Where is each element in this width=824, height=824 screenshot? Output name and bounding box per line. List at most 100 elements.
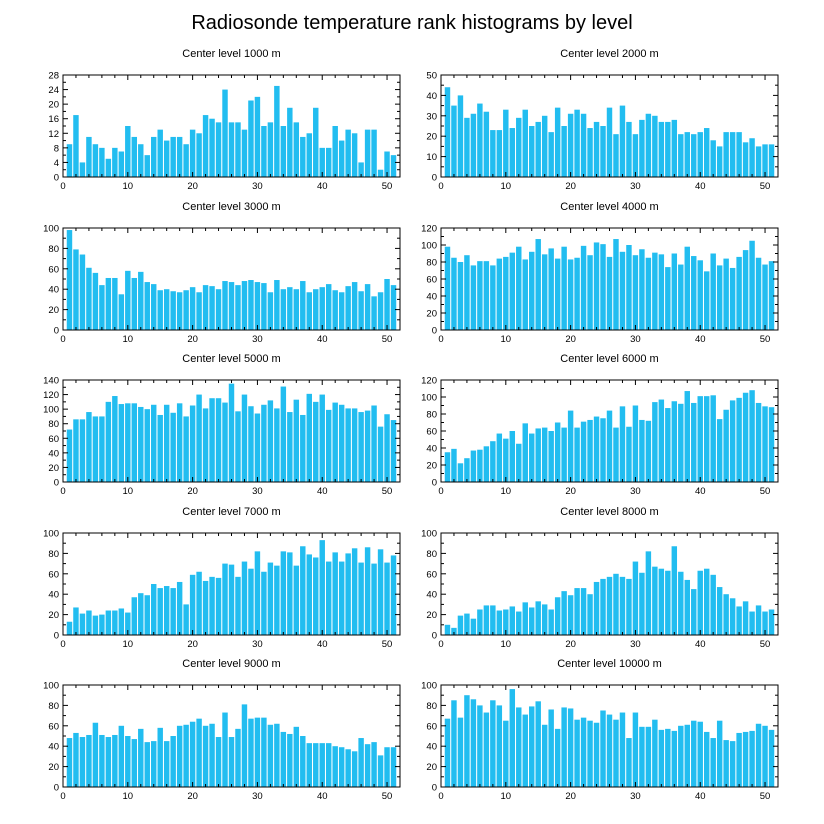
histogram-bar: [490, 265, 496, 330]
histogram-bar: [606, 576, 613, 635]
histogram-bar: [92, 416, 99, 482]
panel-title: Center level 8000 m: [560, 506, 658, 518]
panel-4: Center level 5000 m 0 10 20 30 40 50 0 20 40 60 80 1…: [43, 353, 401, 497]
histogram-bar: [567, 113, 574, 177]
histogram-bar: [306, 554, 312, 635]
histogram-bar: [209, 576, 215, 635]
y-tick-label: 20: [48, 305, 59, 316]
histogram-bar: [189, 287, 196, 330]
panel-9: Center level 10000 m 0 10 20 30 40 50 0 20 40 60 80…: [421, 658, 779, 802]
histogram-bar: [541, 724, 548, 787]
histogram-bar: [267, 400, 274, 482]
histogram-bar: [665, 728, 671, 787]
histogram-bar: [762, 264, 768, 330]
histogram-bar: [215, 398, 222, 482]
histogram-bar: [580, 588, 587, 635]
histogram-bar: [749, 240, 755, 330]
histogram-bar: [697, 396, 703, 482]
histogram-bar: [131, 136, 138, 177]
histogram-bar: [684, 724, 690, 787]
y-tick-label: 0: [432, 173, 437, 184]
histogram-bar: [684, 579, 690, 635]
histogram-bar: [358, 291, 364, 330]
histogram-bar: [144, 282, 150, 330]
histogram-bar: [293, 122, 300, 177]
histogram-bar: [144, 595, 150, 635]
x-tick-label: 40: [695, 181, 706, 192]
histogram-bar: [477, 609, 483, 635]
histogram-bar: [444, 452, 451, 482]
histogram-bar: [79, 254, 86, 330]
y-tick-label: 0: [432, 783, 437, 794]
histogram-bar: [671, 119, 678, 177]
histogram-bar: [371, 405, 377, 482]
x-tick-label: 30: [630, 639, 641, 650]
histogram-bar: [377, 426, 384, 482]
histogram-bar: [691, 589, 697, 635]
panel-title: Center level 7000 m: [182, 506, 280, 518]
histogram-bar: [73, 607, 79, 635]
histogram-bar: [267, 724, 274, 787]
panel-title: Center level 3000 m: [182, 201, 280, 213]
histogram-bar: [464, 117, 470, 177]
histogram-bar: [66, 144, 73, 177]
histogram-bar: [457, 262, 464, 330]
x-tick-label: 30: [252, 181, 263, 192]
panel-5: Center level 6000 m 0 10 20 30 40 50 0 20 40 60 80 1…: [421, 353, 779, 497]
y-tick-label: 100: [421, 393, 437, 404]
histogram-bar: [626, 245, 632, 330]
histogram-bar: [248, 100, 254, 177]
histogram-bar: [691, 256, 697, 330]
histogram-bar: [483, 446, 490, 482]
histogram-bar: [645, 257, 652, 330]
histogram-bar: [351, 548, 358, 635]
x-tick-label: 20: [565, 486, 576, 497]
histogram-bar: [580, 421, 587, 482]
histogram-bar: [535, 701, 541, 787]
histogram-bar: [509, 606, 516, 635]
y-tick-label: 60: [426, 275, 437, 286]
histogram-bar: [157, 727, 163, 787]
histogram-bar: [645, 551, 652, 635]
histogram-bar: [209, 118, 215, 177]
histogram-bar: [483, 261, 490, 330]
histogram-bar: [66, 429, 73, 482]
histogram-bar: [613, 134, 619, 177]
histogram-bar: [671, 401, 678, 482]
panel-title: Center level 10000 m: [557, 658, 662, 670]
x-tick-label: 0: [60, 486, 65, 497]
histogram-bar: [561, 427, 567, 482]
histogram-bar: [697, 260, 703, 330]
histogram-bar: [561, 591, 567, 635]
y-tick-label: 0: [432, 478, 437, 489]
histogram-bar: [196, 571, 202, 635]
panel-2: Center level 3000 m 0 10 20 30 40 50 0 20 40 60 80 1…: [43, 201, 401, 345]
histogram-bar: [541, 115, 548, 177]
y-tick-label: 100: [43, 224, 59, 235]
x-tick-label: 40: [695, 486, 706, 497]
x-tick-label: 40: [695, 639, 706, 650]
histogram-bar: [593, 416, 600, 482]
histogram-bar: [254, 413, 261, 482]
histogram-bar: [574, 109, 580, 177]
histogram-bar: [79, 419, 86, 482]
histogram-bar: [254, 96, 261, 177]
histogram-bar: [371, 563, 377, 635]
histogram-bar: [529, 607, 535, 635]
histogram-bar: [652, 115, 658, 177]
histogram-bar: [645, 726, 652, 787]
histogram-bar: [678, 264, 684, 330]
x-tick-label: 30: [252, 334, 263, 345]
histogram-bar: [516, 611, 522, 635]
histogram-bar: [189, 721, 196, 787]
histogram-bar: [215, 737, 222, 787]
histogram-bar: [215, 122, 222, 177]
histogram-bar: [345, 749, 351, 787]
histogram-bar: [79, 613, 86, 635]
histogram-bar: [274, 565, 280, 635]
histogram-bar: [522, 259, 528, 330]
histogram-bar: [567, 410, 574, 482]
histogram-bar: [151, 284, 157, 330]
y-tick-label: 60: [426, 721, 437, 732]
histogram-bar: [632, 134, 639, 177]
